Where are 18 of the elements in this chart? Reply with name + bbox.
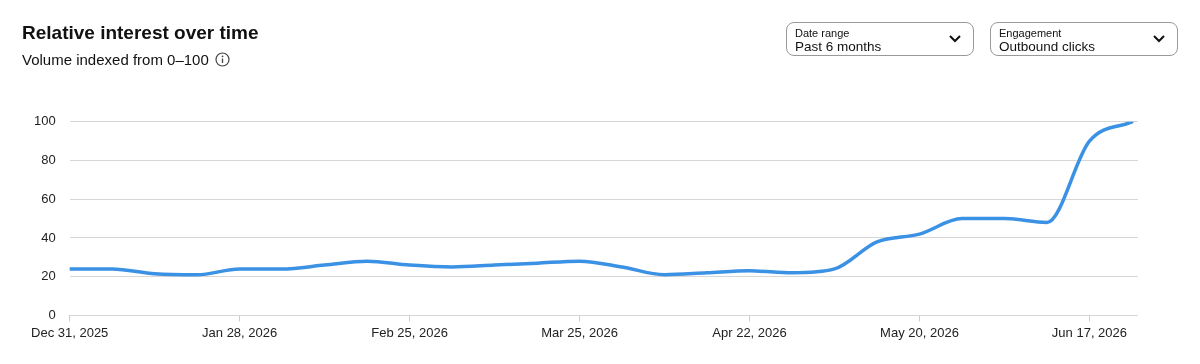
y-tick-label: 0: [48, 306, 56, 322]
dropdown-field: Date range Past 6 months: [786, 22, 974, 56]
x-tick-label: Apr 22, 2026: [712, 324, 787, 340]
y-tick-label: 80: [41, 152, 56, 168]
x-tick-label: Jun 17, 2026: [1051, 324, 1128, 340]
x-tick-label: Mar 25, 2026: [541, 324, 618, 340]
y-tick-label: 40: [41, 229, 56, 245]
x-tick-label: Dec 31, 2025: [31, 324, 109, 340]
dropdown-field: Engagement Outbound clicks: [990, 22, 1178, 56]
y-tick-label: 20: [41, 268, 56, 284]
y-tick-label: 100: [33, 113, 56, 129]
x-tick-label: May 20, 2026: [880, 324, 959, 340]
y-tick-label: 60: [41, 190, 56, 206]
chart-title: Relative interest over time: [22, 22, 259, 44]
chart-subtitle: Volume indexed from 0–100: [22, 51, 209, 68]
line-series: [69, 121, 1134, 277]
x-tick-label: Feb 25, 2026: [371, 324, 448, 340]
x-tick-label: Jan 28, 2026: [202, 324, 278, 340]
